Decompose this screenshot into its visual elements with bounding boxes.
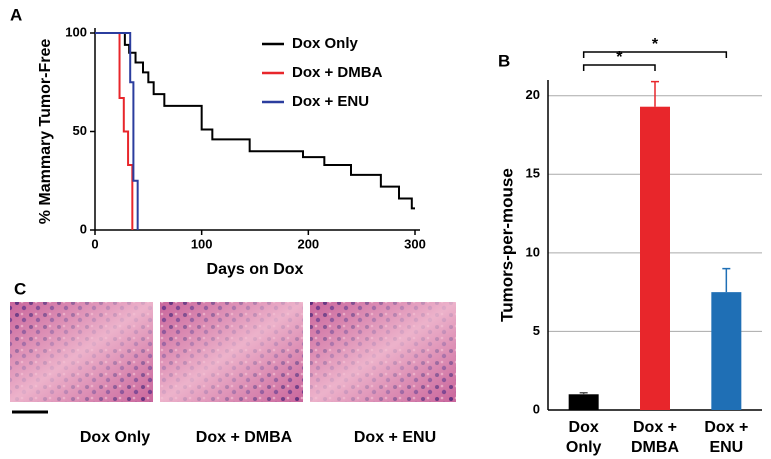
- significance-marker: *: [616, 49, 623, 66]
- stroma: [10, 302, 153, 402]
- image-caption: Dox Only: [80, 429, 150, 446]
- stroma: [310, 302, 456, 402]
- x-axis-label: Days on Dox: [207, 261, 304, 278]
- histology-images: [10, 302, 456, 414]
- legend-label: Dox Only: [292, 35, 359, 52]
- stroma: [160, 302, 303, 402]
- y-tick-label: 0: [80, 221, 87, 236]
- y-axis-label: % Mammary Tumor-Free: [37, 39, 54, 225]
- significance-bracket: [582, 64, 656, 71]
- bar: [640, 106, 670, 410]
- image-caption: Dox + ENU: [354, 429, 436, 446]
- x-tick-label: Only: [566, 439, 602, 456]
- x-tick-label: DMBA: [631, 439, 679, 456]
- error-bar: [722, 267, 731, 293]
- panel-label: A: [10, 5, 22, 24]
- y-tick-label: 0: [533, 401, 540, 416]
- y-tick-label: 10: [526, 244, 540, 259]
- panel-label: B: [498, 51, 510, 70]
- x-tick-label: 100: [191, 236, 213, 251]
- y-tick-label: 15: [526, 166, 540, 181]
- y-tick-label: 100: [65, 24, 87, 39]
- survival-line: [95, 32, 139, 230]
- legend-label: Dox + ENU: [292, 93, 369, 110]
- significance-bracket: [582, 51, 728, 58]
- survival-line: [95, 32, 134, 230]
- error-bar: [579, 391, 588, 395]
- significance-marker: *: [652, 36, 659, 53]
- x-tick-label: Dox +: [704, 419, 748, 436]
- survival-line: [95, 32, 415, 210]
- x-tick-label: 0: [91, 236, 98, 251]
- x-tick-label: Dox: [569, 419, 599, 436]
- x-tick-label: 300: [404, 236, 426, 251]
- x-tick-label: Dox +: [633, 419, 677, 436]
- y-tick-label: 5: [533, 323, 540, 338]
- x-tick-label: ENU: [709, 439, 743, 456]
- legend-label: Dox + DMBA: [292, 64, 383, 81]
- bar: [568, 394, 599, 410]
- panel-label: C: [14, 279, 26, 298]
- y-tick-label: 20: [526, 87, 540, 102]
- image-caption: Dox + DMBA: [196, 429, 293, 446]
- y-tick-label: 50: [73, 123, 87, 138]
- error-bar: [651, 80, 659, 107]
- y-axis-label: Tumors-per-mouse: [497, 168, 516, 322]
- bar: [711, 292, 742, 410]
- x-tick-label: 200: [297, 236, 319, 251]
